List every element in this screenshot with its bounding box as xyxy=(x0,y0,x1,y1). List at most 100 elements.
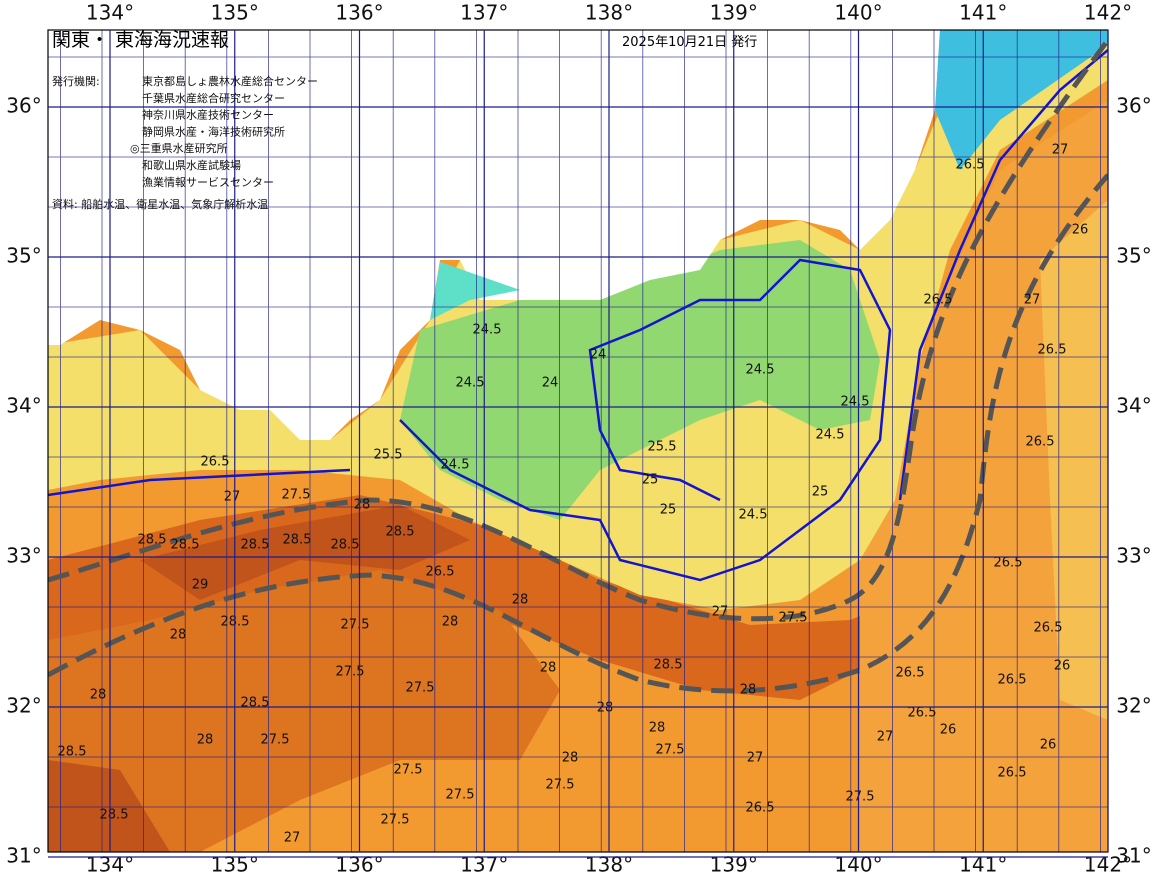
contour-label: 26.5 xyxy=(201,455,230,470)
contour-label: 26.5 xyxy=(908,706,937,721)
contour-label: 26.5 xyxy=(896,666,925,681)
contour-label: 29 xyxy=(192,578,209,593)
contour-label: 27 xyxy=(224,490,241,505)
lon-label: 141° xyxy=(959,853,1007,877)
contour-label: 28 xyxy=(354,498,371,513)
cold-area xyxy=(400,240,880,520)
issuer: 漁業情報サービスセンター xyxy=(142,175,274,189)
contour-label: 26.5 xyxy=(1038,343,1067,358)
lon-label: 136° xyxy=(335,1,383,25)
contour-label: 27.5 xyxy=(446,788,475,803)
lat-label: 36° xyxy=(1116,94,1151,118)
contour-label: 27.5 xyxy=(381,813,410,828)
contour-label: 24.5 xyxy=(841,395,870,410)
contour-label: 24.5 xyxy=(739,508,768,523)
contour-label: 28.5 xyxy=(654,658,683,673)
lon-label: 136° xyxy=(335,853,383,877)
lat-label: 35° xyxy=(6,244,41,268)
contour-label: 27 xyxy=(1052,143,1069,158)
contour-label: 26 xyxy=(1040,738,1057,753)
contour-label: 28.5 xyxy=(331,538,360,553)
contour-label: 25.5 xyxy=(374,448,403,463)
lon-label: 140° xyxy=(834,853,882,877)
contour-label: 26.5 xyxy=(956,158,985,173)
lat-label: 33° xyxy=(1116,544,1151,568)
contour-label: 25 xyxy=(812,485,829,500)
issuer: 千葉県水産総合研究センター xyxy=(142,91,285,105)
warm-area xyxy=(48,570,560,852)
lat-label: 34° xyxy=(6,394,41,418)
lat-label: 31° xyxy=(1116,844,1151,868)
issuer-label: 発行機関: xyxy=(52,74,100,88)
contour-label: 27.5 xyxy=(546,778,575,793)
contour-label: 28 xyxy=(90,688,107,703)
contour-front xyxy=(48,49,1108,582)
contour-label: 27.5 xyxy=(336,665,365,680)
contour-label: 28.5 xyxy=(58,745,87,760)
lon-label: 142° xyxy=(1084,1,1132,25)
lat-label: 35° xyxy=(1116,244,1151,268)
lon-label: 139° xyxy=(710,1,758,25)
lat-label: 32° xyxy=(1116,694,1151,718)
lon-label: 139° xyxy=(710,853,758,877)
contour-label: 27.5 xyxy=(656,743,685,758)
land xyxy=(48,30,940,440)
lon-label: 135° xyxy=(211,1,259,25)
contour-label: 26 xyxy=(1072,223,1089,238)
contour-label: 27.5 xyxy=(846,790,875,805)
contour-label: 26.5 xyxy=(1034,621,1063,636)
lat-label: 36° xyxy=(6,94,41,118)
contour-label: 27 xyxy=(712,605,729,620)
contour-label: 26.5 xyxy=(924,293,953,308)
contour-label: 27 xyxy=(747,751,764,766)
lon-label: 141° xyxy=(959,1,1007,25)
contour-label: 26.5 xyxy=(994,556,1023,571)
contour-label: 24.5 xyxy=(746,363,775,378)
cold-water xyxy=(935,30,1108,170)
contour-label: 28 xyxy=(740,683,757,698)
lat-label: 32° xyxy=(6,694,41,718)
lat-label: 34° xyxy=(1116,394,1151,418)
lon-label: 138° xyxy=(585,1,633,25)
contour-label: 25.5 xyxy=(648,440,677,455)
contour-label: 26.5 xyxy=(998,673,1027,688)
title: 関東・ 東海海況速報 xyxy=(52,29,229,51)
contour-label: 28.5 xyxy=(241,538,270,553)
cool-area xyxy=(1040,200,1108,720)
contour-label: 24 xyxy=(590,348,607,363)
issuer: 静岡県水産・海洋技術研究所 xyxy=(142,124,285,138)
map-area: 26.5 27 27.5 28 28.5 28.5 28.5 28.5 28.5 28.5 29 28… xyxy=(48,30,1108,852)
contour-label: 24.5 xyxy=(441,458,470,473)
contour-label: 28.5 xyxy=(100,808,129,823)
contour-label: 28 xyxy=(597,701,614,716)
lat-label: 33° xyxy=(6,544,41,568)
contour-label: 28 xyxy=(170,628,187,643)
contour-label: 26.5 xyxy=(1026,435,1055,450)
contour-label: 27.5 xyxy=(282,488,311,503)
contour-label: 28 xyxy=(512,593,529,608)
contour-label: 24 xyxy=(542,376,559,391)
issue-date: 2025年10月21日 発行 xyxy=(622,35,757,50)
source: 資料: 船舶水温、衛星水温、気象庁解析水温 xyxy=(52,197,268,211)
contour-label: 25 xyxy=(660,503,677,518)
contour-label: 26.5 xyxy=(998,766,1027,781)
contour-label: 24.5 xyxy=(816,428,845,443)
contour-label: 27.5 xyxy=(261,733,290,748)
warmest-patch xyxy=(140,505,470,600)
contour-label: 24.5 xyxy=(473,323,502,338)
contour-label: 28.5 xyxy=(386,525,415,540)
contour-label: 24.5 xyxy=(456,376,485,391)
contour-label: 27.5 xyxy=(394,763,423,778)
contour-label: 27 xyxy=(1024,293,1041,308)
contour-label: 27.5 xyxy=(406,681,435,696)
lon-label: 140° xyxy=(834,1,882,25)
issuer: 神奈川県水産技術センター xyxy=(142,108,274,122)
issuer: 和歌山県水産試験場 xyxy=(142,158,241,172)
lon-label: 137° xyxy=(460,1,508,25)
warmest-patch xyxy=(48,760,170,852)
contour-label: 26.5 xyxy=(426,565,455,580)
contour-label: 28.5 xyxy=(171,538,200,553)
current-edge xyxy=(48,173,1108,694)
contour-label: 28 xyxy=(562,751,579,766)
